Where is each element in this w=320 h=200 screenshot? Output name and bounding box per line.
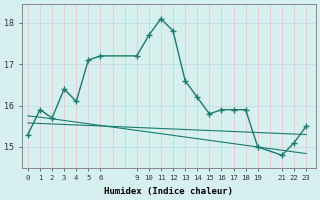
X-axis label: Humidex (Indice chaleur): Humidex (Indice chaleur) (104, 187, 233, 196)
